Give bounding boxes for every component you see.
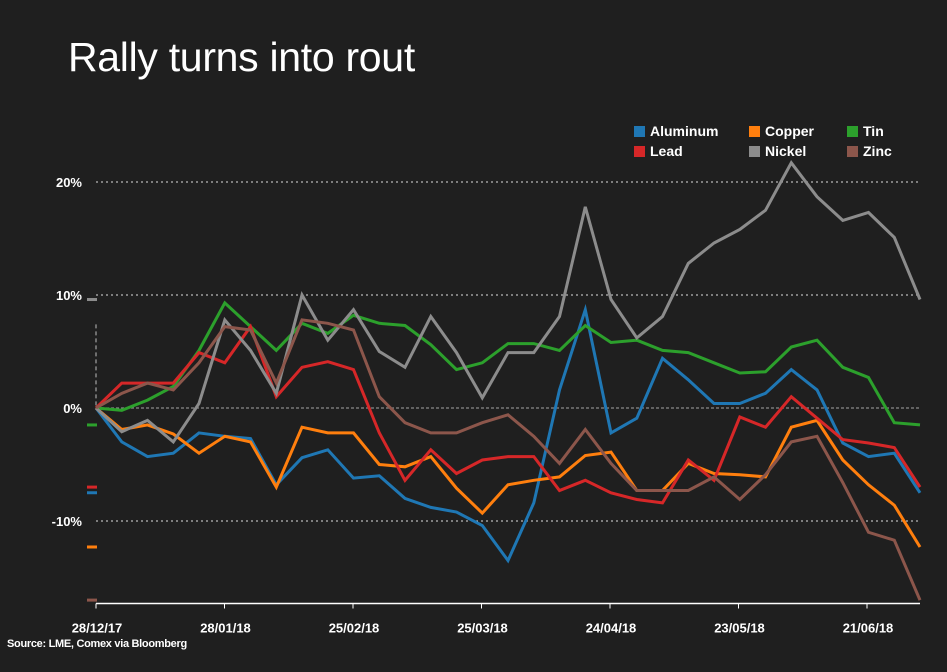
x-tick-label: 21/06/18	[843, 620, 894, 635]
end-value-marker-tin	[87, 423, 97, 427]
series-line-lead	[94, 323, 922, 505]
legend-item-nickel: Nickel	[749, 143, 847, 159]
end-value-marker-zinc	[87, 598, 97, 602]
legend-swatch	[634, 125, 645, 137]
series-line-copper	[95, 406, 922, 548]
legend-swatch	[634, 145, 645, 157]
legend-label: Aluminum	[650, 123, 719, 139]
y-tick-label: 10%	[56, 288, 82, 303]
legend-label: Tin	[863, 123, 884, 139]
x-tick-label: 25/03/18	[457, 620, 508, 635]
x-tick-label: 23/05/18	[714, 620, 765, 635]
series-line-tin	[95, 300, 921, 427]
legend-item-tin: Tin	[847, 123, 927, 139]
legend-label: Copper	[765, 123, 814, 139]
legend-swatch	[847, 145, 858, 157]
legend-label: Lead	[650, 143, 683, 159]
legend-item-aluminum: Aluminum	[634, 123, 749, 139]
series-line-nickel	[94, 160, 922, 445]
chart-title: Rally turns into rout	[68, 34, 415, 80]
end-value-marker-copper	[87, 545, 97, 549]
legend-swatch	[749, 125, 760, 137]
x-tick-label: 28/01/18	[200, 620, 251, 635]
legend-item-copper: Copper	[749, 123, 847, 139]
legend-label: Nickel	[765, 143, 807, 159]
y-tick-label: -10%	[52, 514, 83, 529]
legend: Aluminum Copper Tin Lead Nickel Zinc	[634, 123, 927, 159]
y-tick-label: 0%	[63, 401, 82, 416]
legend-label: Zinc	[863, 143, 892, 159]
end-value-marker-lead	[87, 485, 97, 489]
legend-item-zinc: Zinc	[847, 143, 927, 159]
x-tick-label: 28/12/17	[72, 620, 123, 635]
legend-swatch	[847, 125, 858, 137]
source-note: Source: LME, Comex via Bloomberg	[7, 638, 187, 650]
x-tick-label: 25/02/18	[329, 620, 380, 635]
series-line-zinc	[95, 318, 922, 601]
end-value-marker-nickel	[87, 298, 97, 302]
end-value-marker-aluminum	[87, 491, 97, 495]
legend-swatch	[749, 145, 760, 157]
y-tick-label: 20%	[56, 175, 82, 190]
series-line-aluminum	[94, 303, 922, 564]
x-tick-label: 24/04/18	[586, 620, 637, 635]
legend-item-lead: Lead	[634, 143, 749, 159]
